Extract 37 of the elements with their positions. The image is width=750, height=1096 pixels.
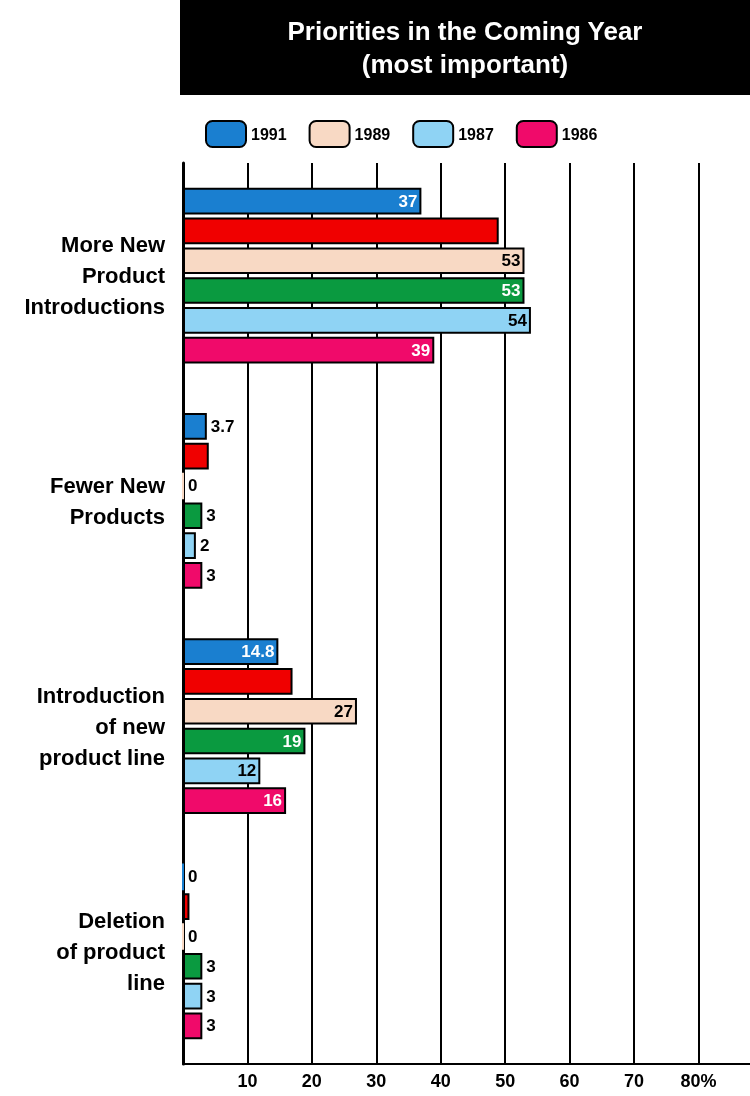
x-tick-label: 80% [680,1071,717,1091]
data-label: 37 [398,191,418,211]
data-label: 16 [263,791,283,811]
legend-label: 1987 [458,125,494,143]
x-tick-label: 10 [237,1071,258,1091]
data-label: 3.7 [210,416,235,436]
legend-label: 1986 [561,125,598,143]
data-label: 2 [199,536,210,556]
legend-label: 1989 [354,125,391,143]
data-label: 53 [501,251,521,271]
chart-title: Priorities in the Coming Year (most important) [180,0,750,95]
x-tick-label: 70 [624,1071,645,1091]
data-label: 19 [282,731,302,751]
y-tick-label: Deletion of product line [56,907,166,995]
legend-label: 1991 [251,125,287,143]
y-tick-label: Introduction of new product line [36,682,166,770]
data-label: 0 [188,867,198,887]
y-tick-label: More New Product Introductions [24,232,166,320]
data-label: 0 [188,926,198,946]
data-label: 39 [411,340,431,360]
x-tick-label: 30 [366,1071,387,1091]
data-label: 3 [206,506,216,526]
x-tick-label: 60 [559,1071,580,1091]
data-label: 0 [188,476,198,496]
y-tick-label: Fewer New Products [50,472,166,529]
x-tick-label: 20 [301,1071,322,1091]
data-label: 14.8 [241,642,275,662]
data-label: 3 [206,956,216,976]
data-label: 3 [206,565,216,585]
x-tick-label: 40 [430,1071,451,1091]
data-label: 27 [334,701,353,721]
data-label: 53 [501,281,521,301]
data-label: 3 [206,986,216,1006]
x-tick-label: 50 [495,1071,516,1091]
data-label: 3 [206,1016,216,1036]
data-label: 12 [237,761,257,781]
data-label: 54 [508,310,528,330]
